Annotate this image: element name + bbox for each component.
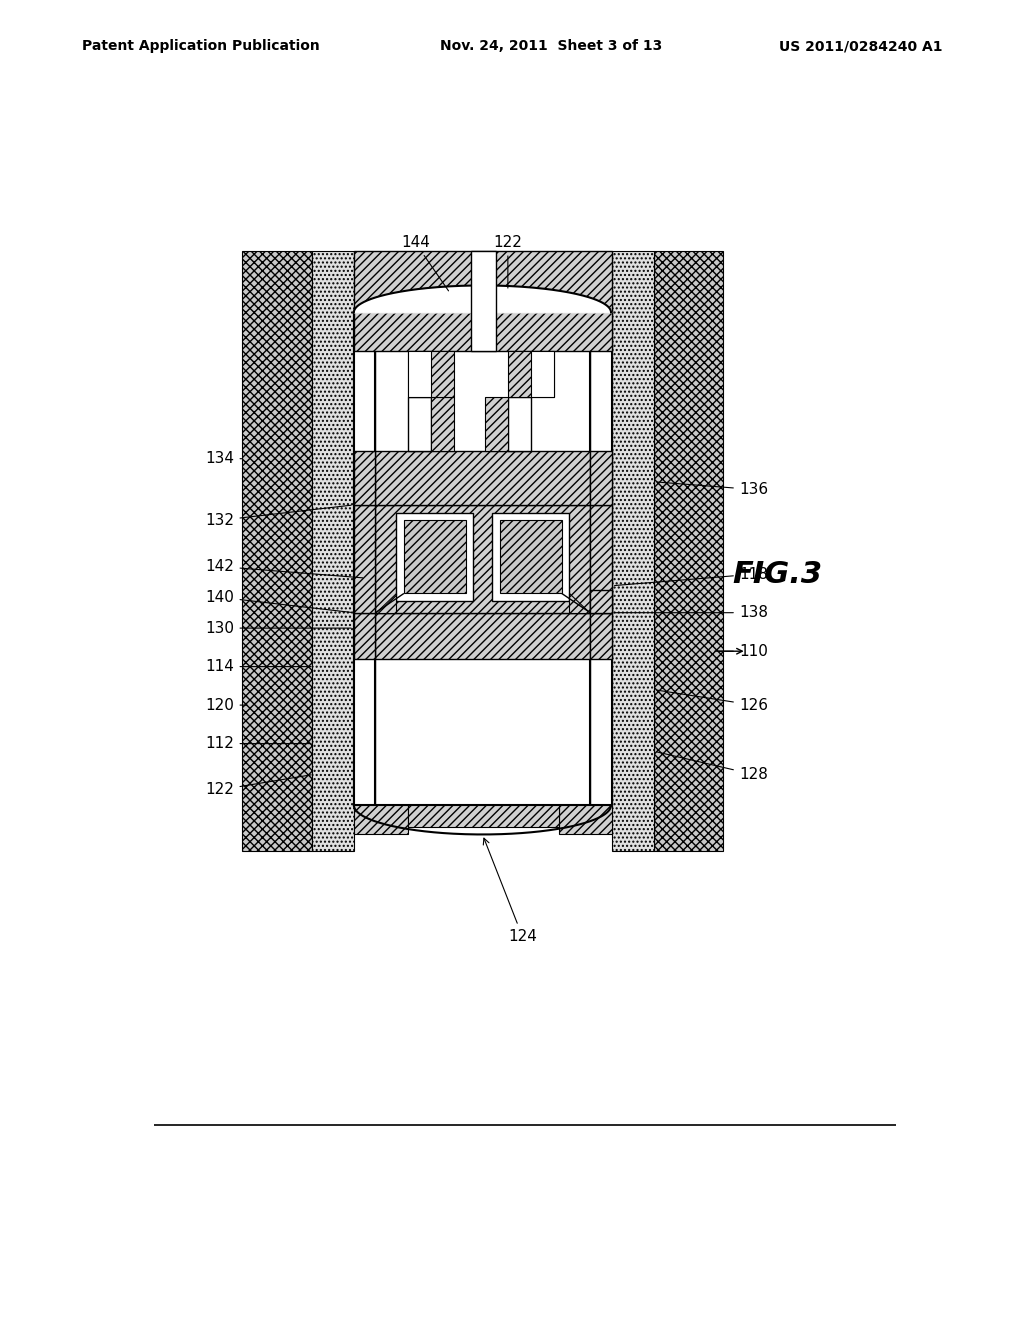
Text: 142: 142 — [206, 558, 362, 578]
Bar — [354, 506, 376, 612]
Bar — [590, 590, 611, 612]
Bar — [396, 512, 473, 601]
Bar — [408, 805, 559, 826]
Bar — [354, 612, 376, 659]
Text: US 2011/0284240 A1: US 2011/0284240 A1 — [778, 40, 942, 53]
Text: 136: 136 — [657, 482, 768, 498]
Bar — [508, 397, 531, 451]
Text: 138: 138 — [614, 605, 768, 620]
Text: 128: 128 — [656, 752, 768, 781]
Bar — [408, 351, 431, 397]
Text: 114: 114 — [206, 659, 311, 675]
Bar — [376, 451, 590, 504]
Bar — [311, 251, 354, 851]
Bar — [590, 313, 611, 805]
Text: 134: 134 — [206, 451, 242, 466]
Text: 110: 110 — [715, 644, 768, 659]
Bar — [559, 805, 611, 834]
Bar — [590, 451, 611, 504]
Text: Patent Application Publication: Patent Application Publication — [82, 40, 319, 53]
Bar — [408, 351, 454, 397]
Bar — [500, 520, 562, 594]
Bar — [354, 313, 611, 351]
Text: 144: 144 — [401, 235, 449, 290]
Bar — [590, 506, 611, 612]
Bar — [354, 451, 376, 504]
Bar — [484, 397, 508, 451]
Text: 132: 132 — [206, 506, 351, 528]
Bar — [376, 612, 590, 659]
Text: 140: 140 — [206, 590, 351, 612]
Bar — [611, 251, 654, 851]
Text: 126: 126 — [657, 690, 768, 713]
Text: 122: 122 — [494, 235, 522, 288]
Bar — [508, 351, 554, 397]
Bar — [354, 251, 611, 313]
Bar — [376, 506, 590, 612]
Text: 120: 120 — [206, 697, 247, 713]
Bar — [354, 313, 376, 805]
Bar — [354, 313, 611, 805]
Polygon shape — [376, 594, 396, 612]
Polygon shape — [569, 594, 590, 612]
Bar — [531, 351, 554, 397]
Text: 130: 130 — [206, 620, 351, 636]
Text: 122: 122 — [206, 775, 311, 797]
Text: 118: 118 — [614, 566, 768, 586]
Text: Nov. 24, 2011  Sheet 3 of 13: Nov. 24, 2011 Sheet 3 of 13 — [440, 40, 663, 53]
Text: 112: 112 — [206, 737, 311, 751]
Bar — [431, 397, 454, 451]
Bar — [654, 251, 724, 851]
Bar — [354, 805, 408, 834]
Text: FIG.3: FIG.3 — [732, 560, 822, 589]
Bar — [590, 612, 611, 659]
Text: 124: 124 — [483, 838, 537, 944]
Bar — [471, 251, 496, 351]
Bar — [243, 251, 311, 851]
Bar — [403, 520, 466, 594]
Bar — [493, 512, 569, 601]
Bar — [408, 397, 431, 451]
